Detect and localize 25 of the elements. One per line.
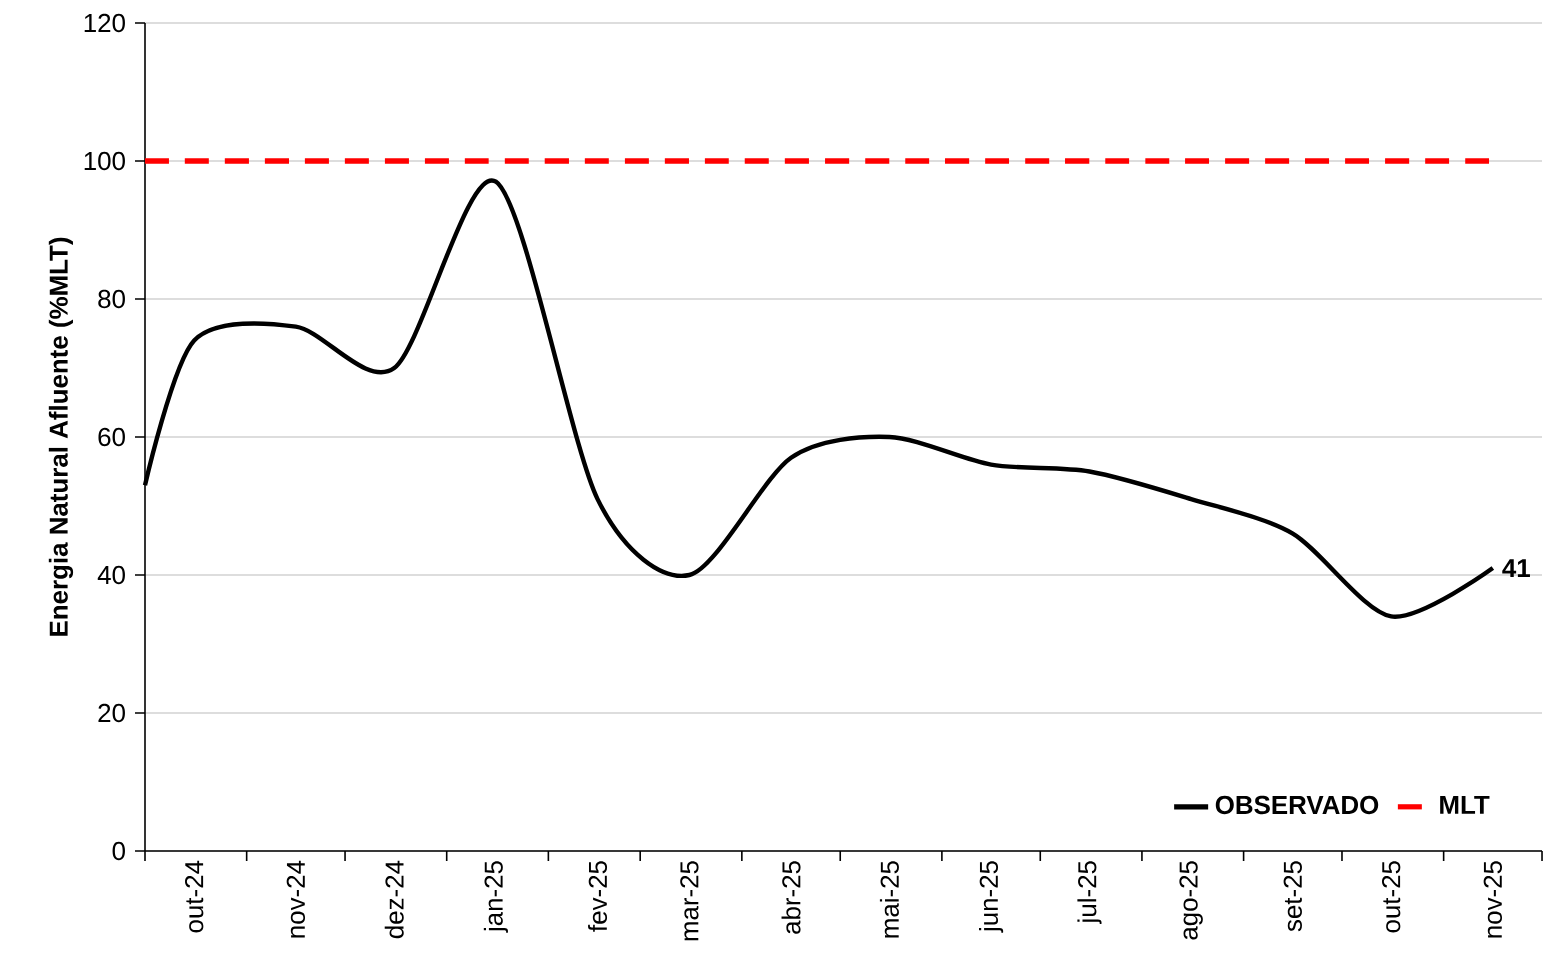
x-tick-label: set-25 <box>1283 861 1302 932</box>
x-tick-label: out-24 <box>185 860 204 933</box>
x-tick-label: jun-25 <box>979 861 1004 933</box>
x-tick-label: nov-24 <box>286 860 306 938</box>
legend-label: MLT <box>1440 795 1490 814</box>
x-tick-label: dez-24 <box>384 860 404 939</box>
y-tick-label: 100 <box>84 151 125 171</box>
y-tick-label: 40 <box>97 565 125 585</box>
x-tick-label: fev-25 <box>588 861 608 932</box>
data-label: 41 <box>1502 559 1530 578</box>
y-tick-label: 20 <box>98 703 125 723</box>
x-tick-label: mar-25 <box>680 861 699 941</box>
x-tick-label: out-25 <box>1382 861 1401 933</box>
x-tick-label: abr-25 <box>781 861 801 934</box>
y-tick-label: 80 <box>98 289 125 309</box>
y-axis-title: Energia Natural Afluente (%MLT) <box>48 237 74 636</box>
x-tick-label: mai-25 <box>879 861 899 938</box>
y-tick-label: 60 <box>98 427 125 447</box>
legend-label: OBSERVADO <box>1215 795 1379 815</box>
y-tick-label: 120 <box>84 13 125 33</box>
x-tick-label: ago-25 <box>1179 861 1203 940</box>
x-tick-label: jan-25 <box>483 861 508 933</box>
x-tick-label: nov-25 <box>1483 861 1502 938</box>
y-tick-label: 0 <box>112 841 125 861</box>
x-tick-label: jul-25 <box>1077 861 1102 925</box>
